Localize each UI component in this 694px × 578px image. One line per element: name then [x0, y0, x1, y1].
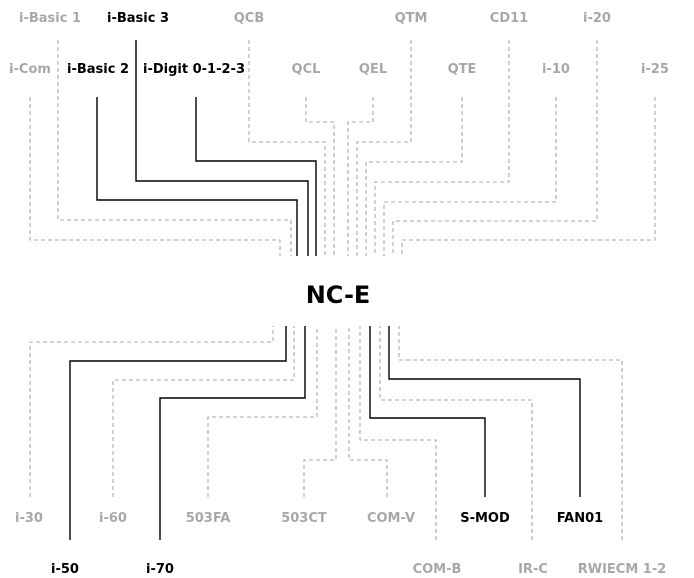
node-label-qte: QTE: [448, 62, 477, 77]
wire-fan01: [388, 326, 581, 497]
node-label-com-v: COM-V: [367, 511, 415, 526]
wire-qcb: [248, 40, 326, 256]
node-label-s-mod: S-MOD: [460, 511, 510, 526]
wire-i-digit: [195, 97, 317, 256]
wire-qel: [347, 97, 374, 256]
node-label-503ct: 503CT: [281, 511, 327, 526]
node-label-rwiecm: RWIECM 1-2: [578, 562, 667, 577]
node-label-cd11: CD11: [490, 11, 528, 26]
wire-com-b: [359, 326, 437, 540]
node-label-i-70: i-70: [146, 562, 174, 577]
wire-i-basic-2: [96, 97, 298, 256]
wire-i-30: [29, 326, 274, 497]
node-label-qtm: QTM: [395, 11, 428, 26]
wire-503ct: [303, 326, 337, 497]
center-node-label: NC-E: [306, 281, 371, 309]
node-label-i-basic-3: i-Basic 3: [107, 11, 169, 26]
node-label-qel: QEL: [359, 62, 387, 77]
node-label-com-b: COM-B: [413, 562, 462, 577]
node-label-i-60: i-60: [99, 511, 127, 526]
node-label-qcl: QCL: [292, 62, 321, 77]
wire-i-basic-3: [135, 40, 309, 256]
node-label-fan01: FAN01: [557, 511, 603, 526]
node-label-i-20: i-20: [583, 11, 611, 26]
node-label-i-digit: i-Digit 0-1-2-3: [143, 62, 245, 77]
wire-qte: [365, 97, 463, 256]
node-label-i-25: i-25: [641, 62, 669, 77]
node-label-i-basic-1: i-Basic 1: [19, 11, 81, 26]
wire-qtm: [356, 40, 412, 256]
wire-i-20: [392, 40, 598, 256]
wire-i-10: [383, 97, 557, 256]
node-label-i-30: i-30: [15, 511, 43, 526]
wire-i-25: [401, 97, 656, 256]
wire-rwiecm: [398, 326, 623, 540]
node-labels: i-Basic 1 i-Basic 3 QCB QTM CD11 i-20 i-…: [9, 11, 669, 577]
wire-i-60: [112, 326, 295, 497]
wire-i-50: [69, 326, 287, 540]
node-label-ir-c: IR-C: [518, 562, 548, 577]
wire-cd11: [374, 40, 510, 256]
wire-i-basic-1: [57, 40, 292, 256]
wire-i-com: [29, 97, 281, 256]
wire-503fa: [207, 326, 318, 497]
wire-qcl: [305, 97, 335, 256]
wire-i-70: [159, 326, 306, 540]
wire-s-mod: [369, 326, 486, 497]
wire-com-v: [348, 326, 388, 497]
wires: [29, 40, 656, 540]
wire-ir-c: [379, 326, 533, 540]
node-label-i-10: i-10: [542, 62, 570, 77]
node-label-503fa: 503FA: [186, 511, 231, 526]
node-label-qcb: QCB: [234, 11, 265, 26]
node-label-i-com: i-Com: [9, 62, 51, 77]
node-label-i-basic-2: i-Basic 2: [67, 62, 129, 77]
node-label-i-50: i-50: [51, 562, 79, 577]
